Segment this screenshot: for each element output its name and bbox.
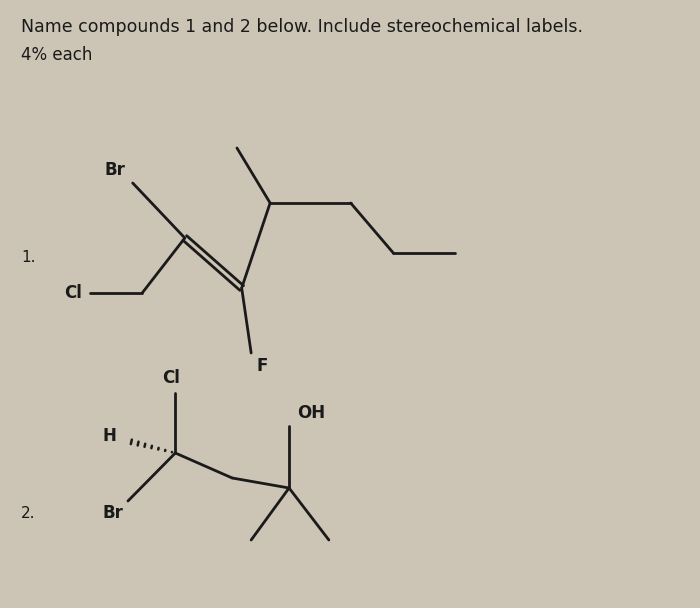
Text: Br: Br: [104, 161, 125, 179]
Text: 1.: 1.: [21, 250, 36, 266]
Text: Cl: Cl: [162, 369, 181, 387]
Text: H: H: [103, 427, 117, 445]
Text: Name compounds 1 and 2 below. Include stereochemical labels.: Name compounds 1 and 2 below. Include st…: [21, 18, 583, 36]
Text: F: F: [257, 357, 268, 375]
Text: Br: Br: [102, 504, 123, 522]
Text: Cl: Cl: [64, 284, 83, 302]
Text: 2.: 2.: [21, 505, 36, 520]
Text: OH: OH: [297, 404, 325, 422]
Text: 4% each: 4% each: [21, 46, 92, 64]
